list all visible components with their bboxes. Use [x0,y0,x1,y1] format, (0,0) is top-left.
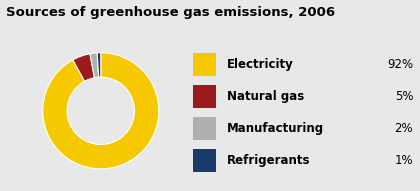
Text: Refrigerants: Refrigerants [227,154,311,167]
Text: 1%: 1% [394,154,413,167]
Text: Sources of greenhouse gas emissions, 2006: Sources of greenhouse gas emissions, 200… [6,6,336,19]
Text: Electricity: Electricity [227,58,294,71]
Text: Natural gas: Natural gas [227,90,304,103]
Text: 2%: 2% [394,122,413,135]
Wedge shape [73,54,94,81]
FancyBboxPatch shape [193,85,216,108]
Text: Manufacturing: Manufacturing [227,122,324,135]
Text: 5%: 5% [395,90,413,103]
Wedge shape [43,53,159,169]
FancyBboxPatch shape [193,53,216,76]
Wedge shape [90,53,99,78]
Text: 92%: 92% [387,58,413,71]
Wedge shape [97,53,101,77]
FancyBboxPatch shape [193,117,216,140]
FancyBboxPatch shape [193,149,216,172]
